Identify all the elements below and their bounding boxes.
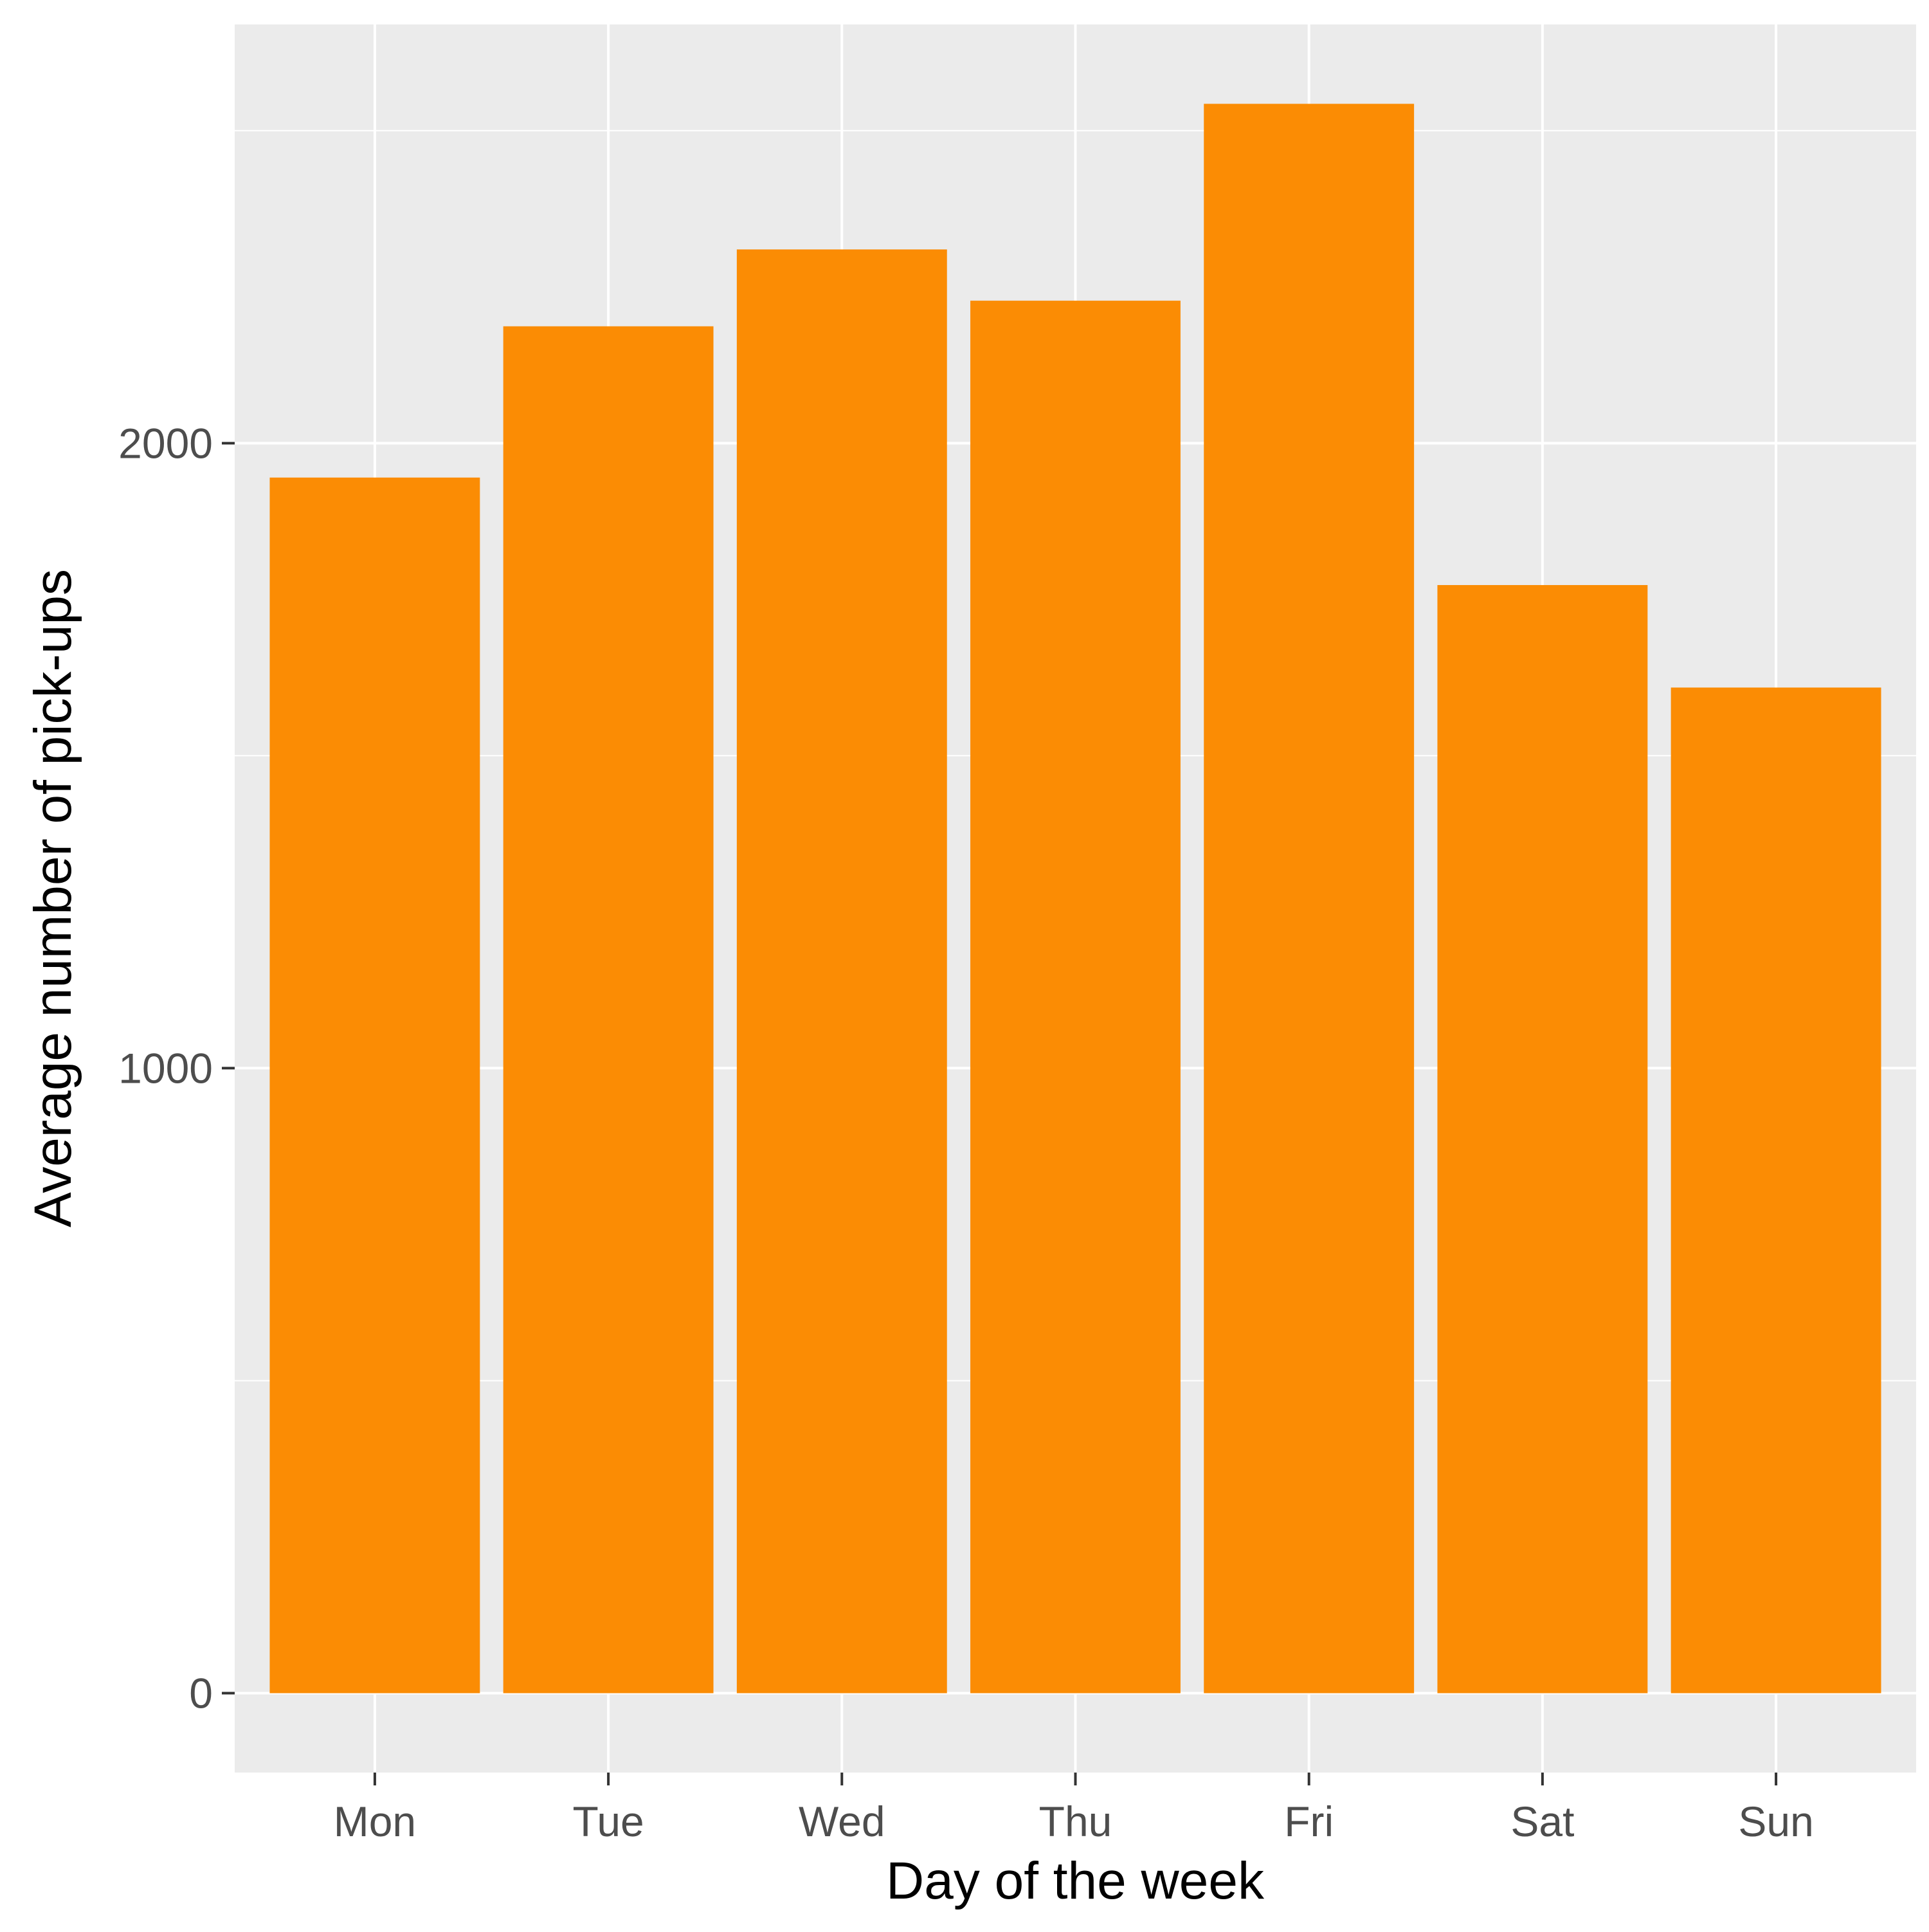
y-tick-label: 0: [189, 1670, 213, 1717]
x-tick-label: Mon: [334, 1798, 416, 1845]
x-axis: Mon Tue Wed Thu Fri Sat Sun: [334, 1773, 1814, 1845]
bar-mon: [269, 477, 480, 1693]
y-axis-title: Average number of pick-ups: [24, 569, 82, 1227]
bars: [269, 104, 1881, 1693]
bar-tue: [503, 326, 714, 1693]
x-tick-label: Fri: [1284, 1798, 1334, 1845]
y-tick-label: 1000: [118, 1044, 213, 1092]
y-axis: 0 1000 2000: [118, 419, 235, 1717]
x-tick-label: Sat: [1510, 1798, 1574, 1845]
y-tick-label: 2000: [118, 419, 213, 467]
x-tick-label: Wed: [799, 1798, 885, 1845]
bar-sun: [1671, 687, 1881, 1693]
x-axis-title: Day of the week: [886, 1852, 1265, 1910]
bar-thu: [970, 300, 1181, 1693]
x-tick-label: Thu: [1039, 1798, 1112, 1845]
bar-fri: [1204, 104, 1415, 1693]
bar-wed: [736, 249, 947, 1693]
bar-sat: [1437, 584, 1648, 1693]
x-tick-label: Sun: [1738, 1798, 1813, 1845]
x-tick-label: Tue: [572, 1798, 644, 1845]
